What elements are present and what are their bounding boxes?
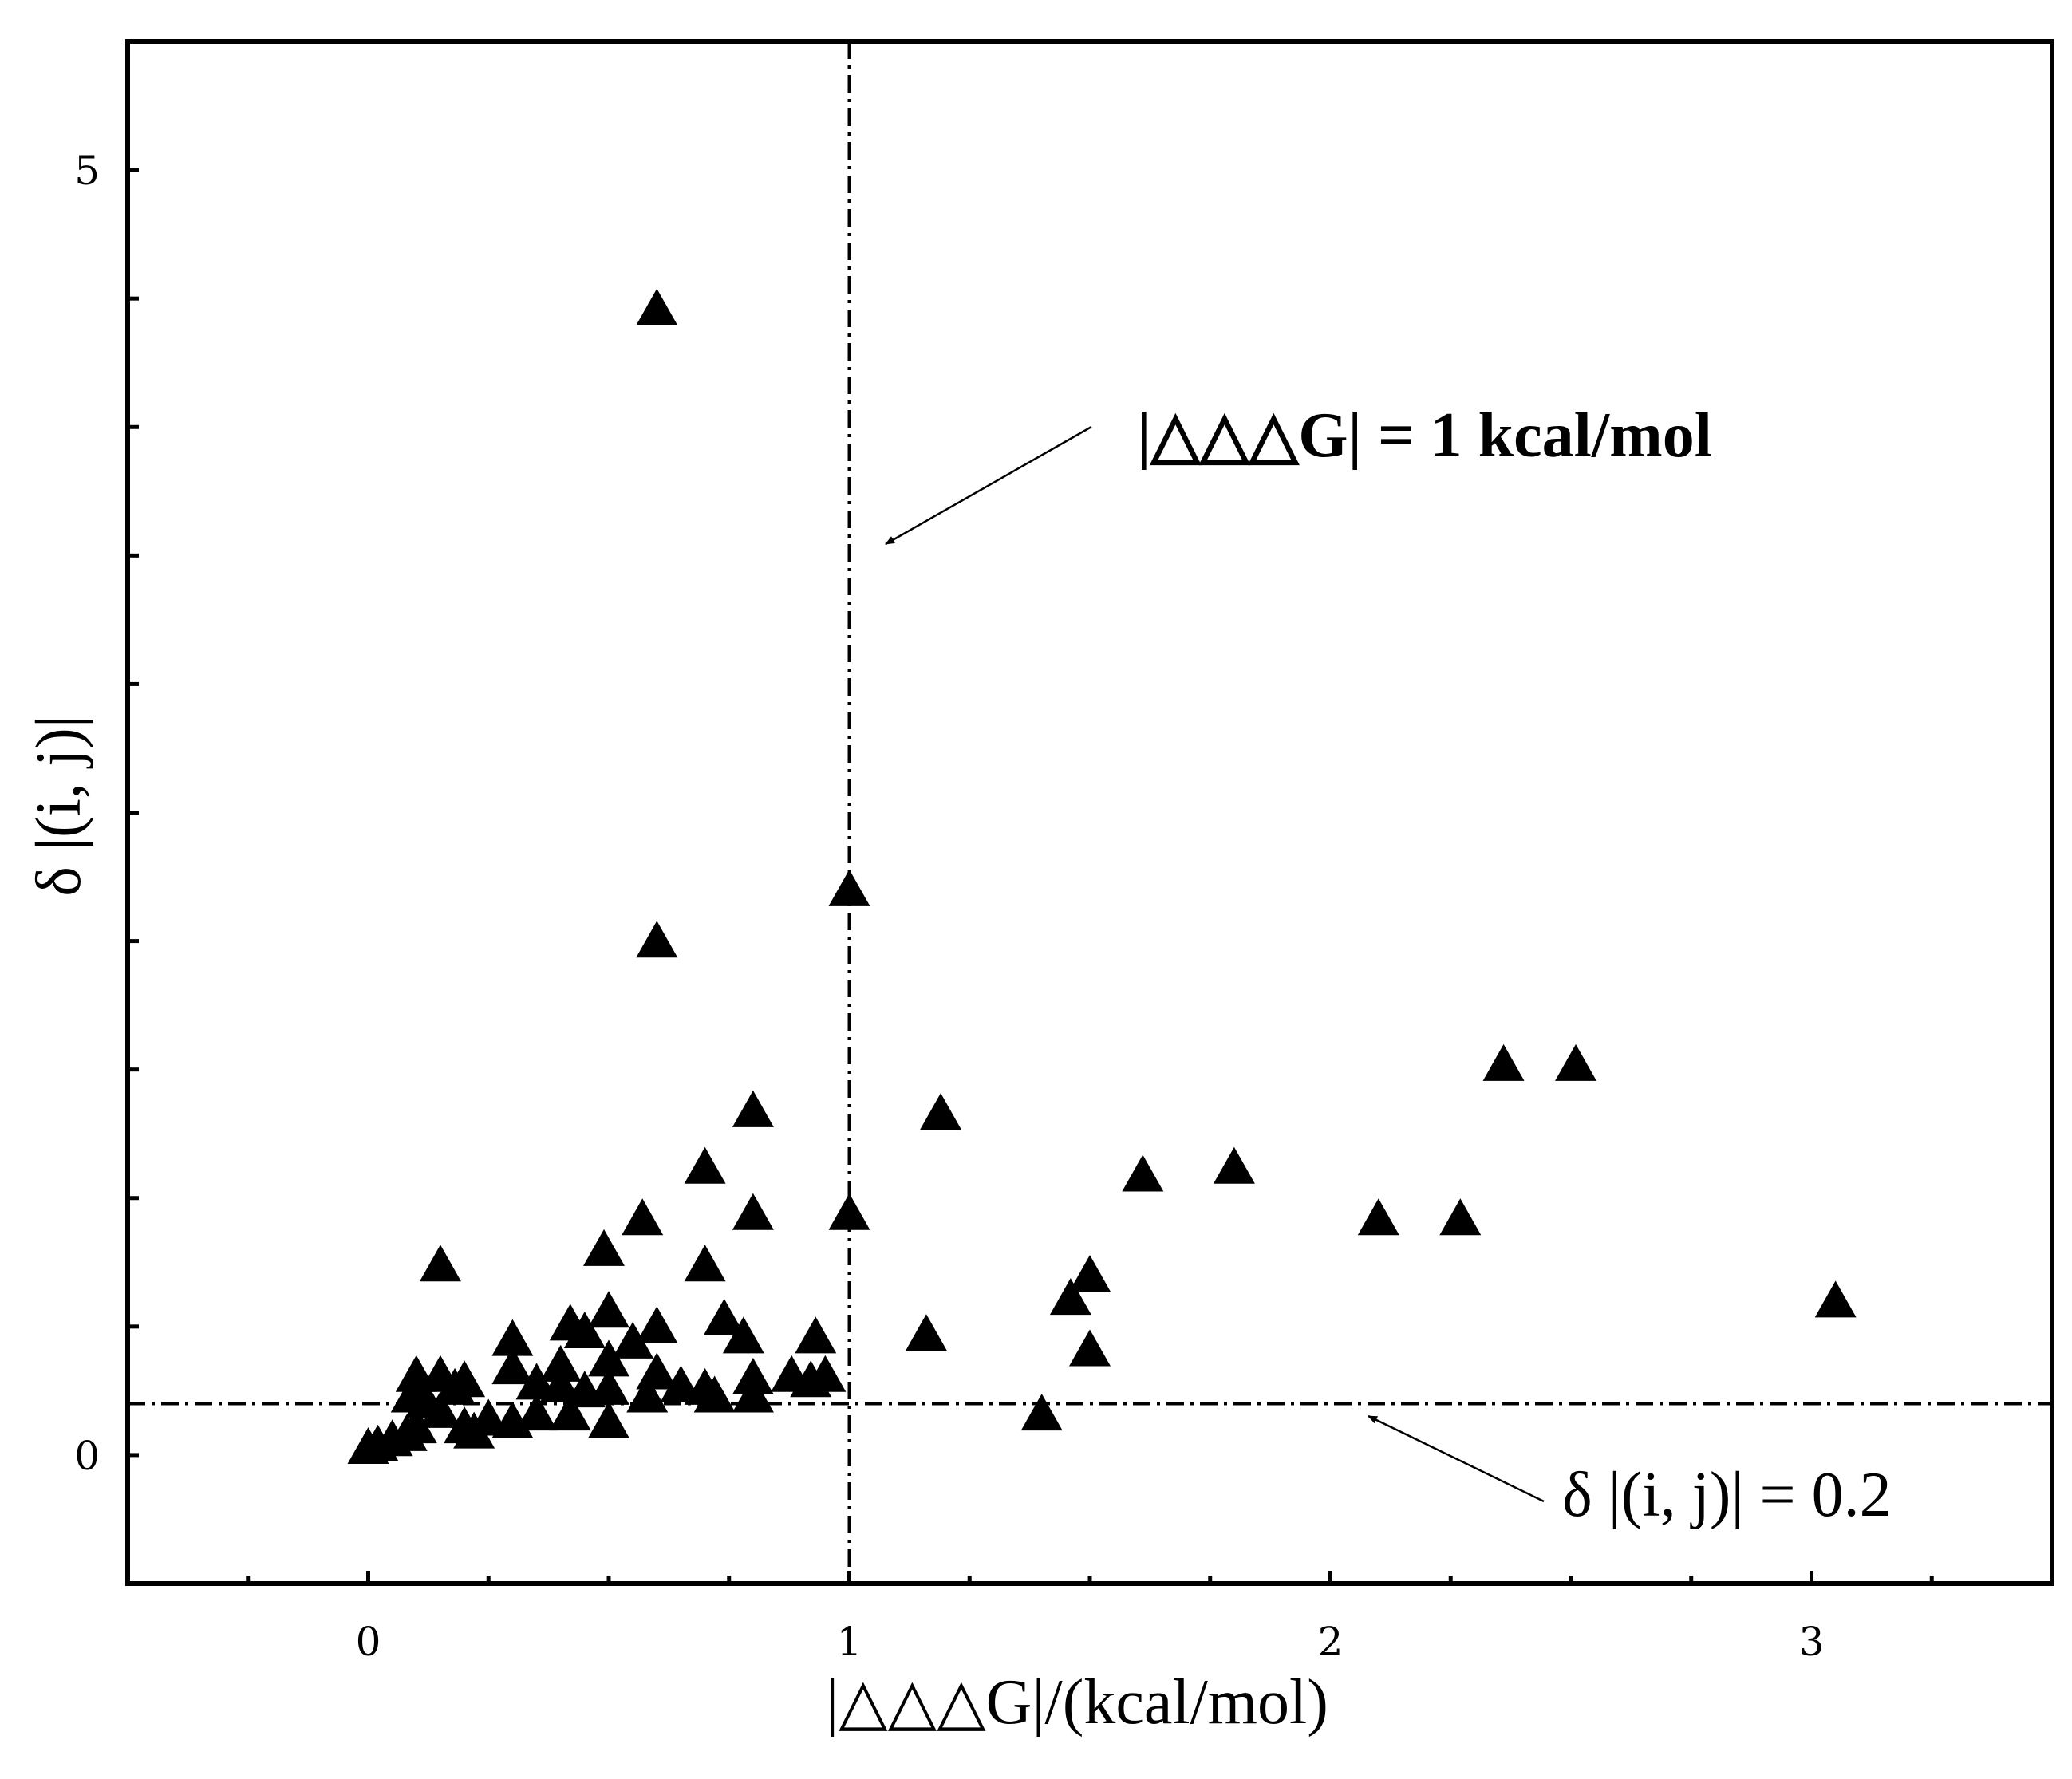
x-tick-label: 1	[837, 1619, 862, 1665]
data-point	[539, 1365, 582, 1402]
data-point	[703, 1298, 745, 1335]
data-point	[588, 1291, 629, 1328]
data-point	[539, 1344, 582, 1382]
plot-frame	[125, 39, 2054, 1586]
data-point	[1049, 1278, 1091, 1316]
data-point	[453, 1411, 495, 1449]
data-point	[684, 1245, 726, 1282]
y-tick-label: 0	[74, 1433, 100, 1479]
data-point	[1439, 1198, 1482, 1236]
x-tick-label: 3	[1799, 1619, 1825, 1665]
data-point	[588, 1401, 629, 1438]
data-point	[347, 1426, 389, 1464]
y-axis-title: δ |(i, j)|	[24, 715, 94, 896]
data-point	[588, 1367, 629, 1405]
annotation-arrow-horizontal	[1368, 1414, 1545, 1503]
data-point	[1069, 1329, 1111, 1367]
reference-lines	[128, 41, 2052, 1584]
data-point	[434, 1367, 476, 1405]
data-point	[582, 1229, 625, 1266]
annotation-vertical-line: |△△△G| = 1 kcal/mol	[1137, 400, 1712, 471]
data-point	[549, 1394, 591, 1431]
data-point	[385, 1414, 428, 1451]
data-point	[563, 1311, 606, 1348]
x-tick-label: 0	[356, 1619, 381, 1665]
data-point	[1069, 1255, 1111, 1292]
y-tick-label: 5	[74, 148, 100, 194]
data-point	[626, 1375, 669, 1413]
data-point	[419, 1390, 461, 1428]
x-tick-label: 2	[1318, 1619, 1344, 1665]
annotation-arrows	[885, 425, 1545, 1503]
data-point	[1555, 1043, 1597, 1081]
data-point	[920, 1093, 962, 1130]
data-point	[732, 1193, 774, 1230]
data-point	[419, 1245, 461, 1282]
data-point	[1122, 1154, 1164, 1192]
data-point	[684, 1146, 726, 1184]
data-point	[722, 1316, 764, 1354]
data-point	[1213, 1146, 1255, 1184]
data-point	[515, 1394, 558, 1431]
data-point	[1814, 1280, 1857, 1318]
data-point	[612, 1321, 654, 1359]
data-point	[491, 1319, 534, 1356]
data-point	[588, 1339, 629, 1377]
data-point	[636, 921, 678, 958]
annotation-horizontal-line: δ |(i, j)| = 0.2	[1562, 1460, 1892, 1530]
data-point	[622, 1198, 664, 1236]
annotation-arrow-vertical	[885, 425, 1092, 546]
tick-labels: 0 1 2 3 0 5	[74, 148, 1824, 1665]
data-point	[828, 1193, 870, 1230]
data-point	[1020, 1394, 1063, 1431]
data-point	[693, 1375, 736, 1413]
data-point	[828, 869, 870, 906]
data-point	[732, 1375, 774, 1413]
x-axis-title: |△△△G|/(kcal/mol)	[826, 1667, 1328, 1738]
data-points	[347, 288, 1857, 1464]
data-point	[905, 1314, 947, 1351]
data-point	[732, 1090, 774, 1127]
data-point	[795, 1316, 837, 1354]
data-point	[491, 1347, 534, 1385]
data-point	[636, 288, 678, 325]
data-point	[1357, 1198, 1399, 1236]
data-point	[1482, 1043, 1525, 1081]
data-point	[636, 1306, 678, 1343]
data-point	[790, 1360, 832, 1398]
